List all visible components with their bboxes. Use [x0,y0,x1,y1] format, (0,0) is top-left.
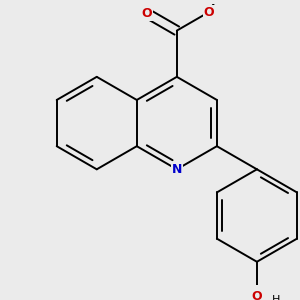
Text: H: H [272,295,280,300]
Text: N: N [172,163,182,176]
Text: O: O [142,7,152,20]
Text: O: O [204,6,214,19]
Text: O: O [252,290,262,300]
